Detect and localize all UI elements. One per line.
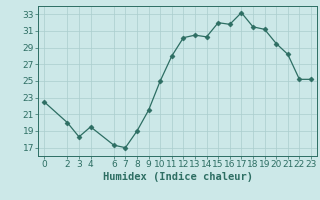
X-axis label: Humidex (Indice chaleur): Humidex (Indice chaleur) bbox=[103, 172, 252, 182]
